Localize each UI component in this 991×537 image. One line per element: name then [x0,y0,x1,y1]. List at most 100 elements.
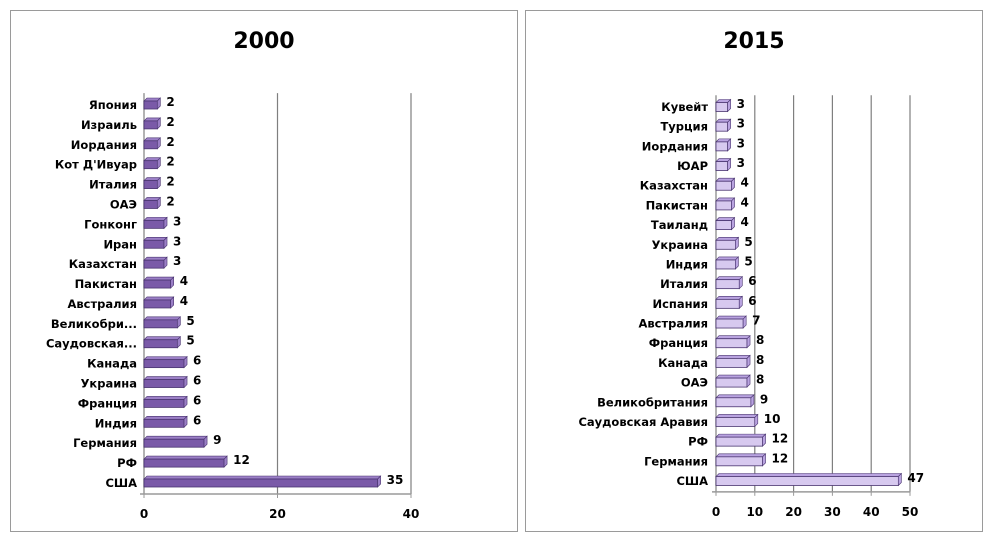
bar [715,102,729,112]
bar-top-face [143,236,168,241]
bar [143,319,178,329]
bar-side-face [163,216,168,230]
bar [143,458,225,468]
category-label: Франция [78,396,137,410]
bar-top-face [715,315,747,320]
bar [143,140,158,150]
bar [143,239,165,249]
category-label: Германия [73,436,137,450]
bar-top-face [143,455,228,460]
bar-chart-2000: 0 20 40 Япония 2 Израиль 2 Иордания 2 Кот Д'Ивуар… [46,93,419,521]
data-label: 6 [193,354,201,368]
bar-side-face [183,355,188,369]
bar [143,478,379,488]
data-label: 4 [741,195,749,209]
chart-title: 2015 [723,29,785,54]
data-label: 6 [748,294,756,308]
data-label: 2 [166,155,174,169]
bar [715,239,736,250]
bar-side-face [177,316,181,329]
data-label: 2 [166,115,174,129]
category-label: ОАЭ [681,376,708,390]
data-label: 2 [166,194,174,208]
data-label: 4 [741,176,749,190]
category-label: США [676,474,708,488]
category-label: Испания [652,297,708,311]
bar [143,379,185,388]
bar-top-face [143,396,188,400]
category-label: РФ [117,456,137,470]
bar-top-face [715,296,744,300]
bar-side-face [183,375,188,389]
bar-side-face [183,415,188,429]
x-tick-label: 30 [824,505,841,519]
bar-side-face [738,275,743,290]
data-label: 12 [772,451,789,465]
bar-top-face [715,414,759,418]
bar [715,279,740,290]
bar [715,298,740,309]
bar-side-face [157,137,161,150]
bar [715,377,748,388]
category-label: Казахстан [69,257,137,271]
category-label: Таиланд [651,218,708,232]
bar-top-face [715,473,903,477]
bar [143,200,158,209]
bar-top-face [143,316,182,321]
bar-top-face [715,335,751,340]
bar [143,219,165,229]
bar-side-face [746,334,751,349]
bar-top-face [143,296,175,301]
bar [143,160,158,170]
bar [715,180,732,191]
bar [143,399,185,408]
category-label: Япония [89,98,137,112]
chart-panel-2015: 2015 0 10 20 30 40 50 Кувейт 3 Турция 3 Иордания 3 Ю… [525,10,983,532]
bar-side-face [898,472,902,487]
data-label: 8 [756,373,764,387]
category-label: Саудовская Аравия [578,415,708,429]
bar-side-face [170,276,174,289]
data-label: 9 [760,392,768,406]
bar-side-face [157,117,161,130]
bar-side-face [170,296,174,309]
bar [143,259,165,269]
bar [715,318,744,329]
bar [715,338,748,349]
bar-side-face [157,156,161,170]
bar-top-face [143,435,208,440]
bar-side-face [731,197,735,211]
data-label: 3 [737,97,745,111]
category-label: Украина [652,238,708,252]
category-label: Пакистан [75,277,137,291]
category-label: Германия [644,454,708,468]
bar [143,359,185,369]
category-label: ЮАР [677,159,708,173]
category-label: Кувейт [661,100,708,114]
bar-side-face [163,256,168,269]
category-label: Канада [658,356,708,370]
x-tick-label: 10 [746,505,763,519]
data-label: 12 [233,453,250,467]
category-label: Австралия [67,297,137,311]
category-label: Иран [103,237,137,251]
data-label: 2 [166,95,174,109]
bar [715,417,756,427]
data-label: 10 [764,412,781,426]
category-label: РФ [688,435,708,449]
chart-panel-2000: 2000 0 20 40 Япония 2 Израиль 2 Иордания 2 Кот Д'… [10,10,518,532]
data-label: 3 [173,214,181,228]
data-label: 3 [173,254,181,268]
bar-top-face [715,453,767,458]
bar [143,180,158,189]
bar-side-face [177,336,181,349]
bar-side-face [731,216,735,231]
bar [143,339,178,349]
category-label: Иордания [642,139,708,153]
category-label: Пакистан [646,198,708,212]
bar-side-face [203,435,208,448]
bar-top-face [143,276,175,281]
data-label: 6 [748,274,756,288]
bar-side-face [727,157,731,172]
data-label: 6 [193,393,201,407]
